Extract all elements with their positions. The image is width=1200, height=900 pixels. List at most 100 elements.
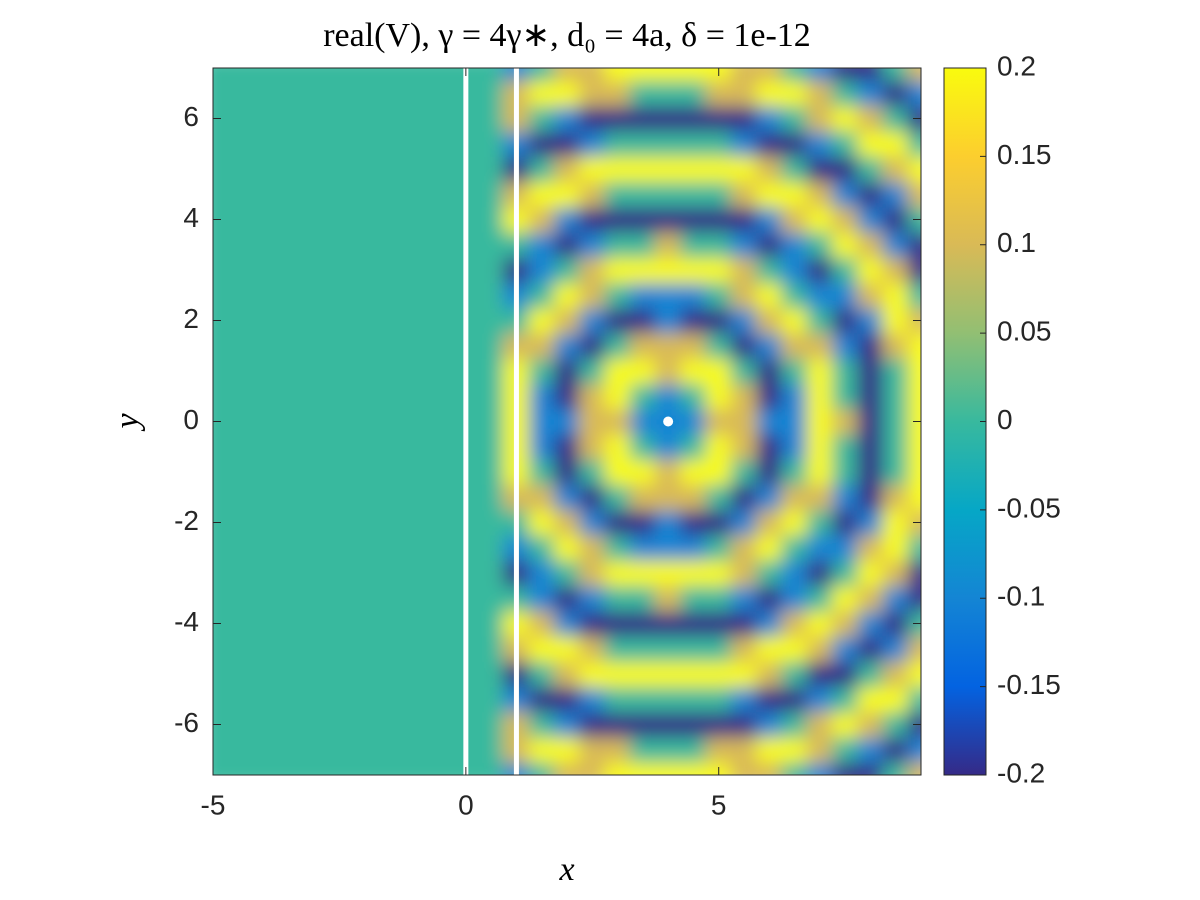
heatmap-cell bbox=[604, 761, 631, 775]
heatmap-cell bbox=[427, 610, 454, 637]
heatmap-cell bbox=[882, 307, 909, 334]
heatmap-cell bbox=[402, 282, 429, 309]
heatmap-cell bbox=[301, 711, 328, 738]
heatmap-cell bbox=[275, 181, 302, 208]
heatmap-cell bbox=[579, 68, 606, 82]
heatmap-cell bbox=[528, 559, 555, 587]
heatmap-cell bbox=[907, 433, 921, 460]
heatmap-cell bbox=[376, 231, 404, 258]
heatmap-cell bbox=[730, 155, 758, 183]
heatmap-cell bbox=[832, 181, 859, 208]
heatmap-cell bbox=[478, 711, 505, 738]
heatmap-cell bbox=[402, 711, 429, 738]
heatmap-cell bbox=[225, 484, 252, 511]
heatmap-cell bbox=[705, 231, 732, 258]
heatmap-cell bbox=[832, 635, 859, 662]
heatmap-cell bbox=[402, 68, 429, 82]
heatmap-cell bbox=[680, 155, 707, 183]
heatmap-cell bbox=[604, 332, 631, 359]
heatmap-cell bbox=[882, 155, 909, 183]
heatmap-cell bbox=[680, 433, 707, 460]
heatmap-cell bbox=[225, 736, 252, 763]
heatmap-cell bbox=[427, 256, 454, 284]
heatmap-cell bbox=[402, 105, 429, 132]
heatmap-cell bbox=[907, 256, 921, 284]
heatmap-cell bbox=[781, 332, 808, 359]
heatmap-cell bbox=[326, 458, 353, 486]
heatmap-cell bbox=[351, 256, 378, 284]
heatmap-cell bbox=[882, 660, 909, 688]
heatmap-cell bbox=[730, 433, 758, 460]
colorbar-tick-label: 0.15 bbox=[997, 139, 1052, 170]
heatmap-cell bbox=[553, 408, 581, 435]
heatmap-cell bbox=[351, 307, 378, 334]
heatmap-cell bbox=[756, 660, 783, 688]
heatmap-cell bbox=[478, 256, 505, 284]
heatmap-cell bbox=[553, 181, 581, 208]
heatmap-cell bbox=[730, 458, 758, 486]
heatmap-cell bbox=[806, 256, 833, 284]
heatmap-cell bbox=[579, 610, 606, 637]
heatmap-cell bbox=[553, 610, 581, 637]
heatmap-cell bbox=[882, 458, 909, 486]
heatmap-cell bbox=[705, 711, 732, 738]
heatmap-cell bbox=[301, 458, 328, 486]
heatmap-cell bbox=[275, 559, 302, 587]
heatmap-cell bbox=[478, 383, 505, 410]
heatmap-cell bbox=[478, 231, 505, 258]
colorbar-tick-label: -0.15 bbox=[997, 669, 1061, 700]
heatmap-cell bbox=[832, 383, 859, 410]
heatmap-cell bbox=[806, 686, 833, 713]
heatmap-cell bbox=[756, 408, 783, 435]
heatmap-cell bbox=[275, 68, 302, 82]
heatmap-cell bbox=[882, 68, 909, 82]
heatmap-cell bbox=[832, 458, 859, 486]
heatmap-cell bbox=[579, 130, 606, 157]
heatmap-cell bbox=[579, 105, 606, 132]
heatmap-cell bbox=[528, 484, 555, 511]
heatmap-cell bbox=[225, 357, 252, 385]
heatmap-cell bbox=[553, 68, 581, 82]
heatmap-cell bbox=[250, 80, 277, 107]
heatmap-cell bbox=[250, 534, 277, 561]
heatmap-cell bbox=[705, 181, 732, 208]
heatmap-cell bbox=[756, 686, 783, 713]
heatmap-cell bbox=[680, 231, 707, 258]
heatmap-cell bbox=[806, 610, 833, 637]
heatmap-cell bbox=[806, 206, 833, 233]
heatmap-cell bbox=[213, 332, 227, 359]
heatmap-cell bbox=[351, 282, 378, 309]
heatmap-cell bbox=[806, 660, 833, 688]
heatmap-cell bbox=[806, 105, 833, 132]
heatmap-cell bbox=[680, 282, 707, 309]
heatmap-cell bbox=[756, 509, 783, 536]
heatmap-cell bbox=[705, 332, 732, 359]
heatmap-cell bbox=[351, 181, 378, 208]
heatmap-cell bbox=[579, 357, 606, 385]
heatmap-cell bbox=[832, 736, 859, 763]
heatmap-cell bbox=[604, 80, 631, 107]
heatmap-cell bbox=[553, 484, 581, 511]
heatmap-cell bbox=[604, 105, 631, 132]
heatmap-cell bbox=[213, 383, 227, 410]
heatmap-cell bbox=[604, 231, 631, 258]
heatmap-cell bbox=[730, 256, 758, 284]
heatmap-cell bbox=[275, 458, 302, 486]
heatmap-cell bbox=[326, 610, 353, 637]
heatmap-cell bbox=[680, 660, 707, 688]
heatmap-cell bbox=[351, 686, 378, 713]
heatmap-cell bbox=[275, 282, 302, 309]
heatmap-cell bbox=[832, 206, 859, 233]
heatmap-cell bbox=[213, 761, 227, 775]
heatmap-cell bbox=[629, 484, 656, 511]
heatmap-cell bbox=[579, 534, 606, 561]
heatmap-cell bbox=[301, 105, 328, 132]
heatmap-cell bbox=[351, 383, 378, 410]
heatmap-cell bbox=[301, 383, 328, 410]
heatmap-cell bbox=[427, 736, 454, 763]
heatmap-cell bbox=[730, 307, 758, 334]
heatmap-cell bbox=[427, 761, 454, 775]
heatmap-cell bbox=[301, 155, 328, 183]
heatmap-cell bbox=[553, 458, 581, 486]
heatmap-cell bbox=[579, 484, 606, 511]
